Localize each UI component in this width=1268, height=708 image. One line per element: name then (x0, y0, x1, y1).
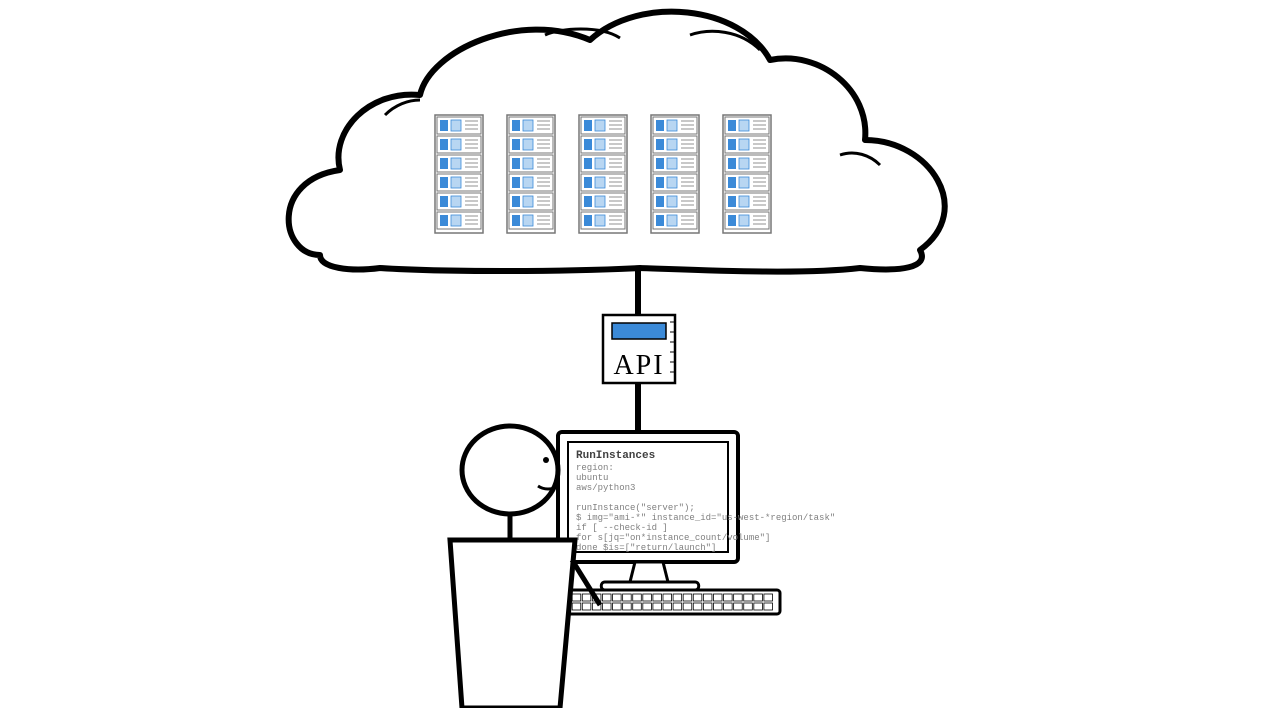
code-line: ubuntu (576, 473, 608, 483)
code-line: done $is=["return/launch"] (576, 543, 716, 553)
server-rack (435, 115, 483, 233)
code-line: aws/python3 (576, 483, 635, 493)
keyboard (546, 590, 780, 614)
code-line: $ img="ami-*" instance_id="us-west-*regi… (576, 513, 835, 523)
code-line: for s[jq="on*instance_count/volume"] (576, 533, 770, 543)
code-line: if [ --check-id ] (576, 523, 668, 533)
code-line: runInstance("server"); (576, 503, 695, 513)
screen-title: RunInstances (576, 450, 655, 462)
api-box: API (603, 315, 675, 383)
api-label: API (613, 350, 664, 381)
code-line: region: (576, 463, 614, 473)
diagram-canvas: API RunInstances region:ubuntuaws/python… (0, 0, 1268, 708)
server-rack (579, 115, 627, 233)
server-rack (507, 115, 555, 233)
server-rack (651, 115, 699, 233)
server-rack (723, 115, 771, 233)
